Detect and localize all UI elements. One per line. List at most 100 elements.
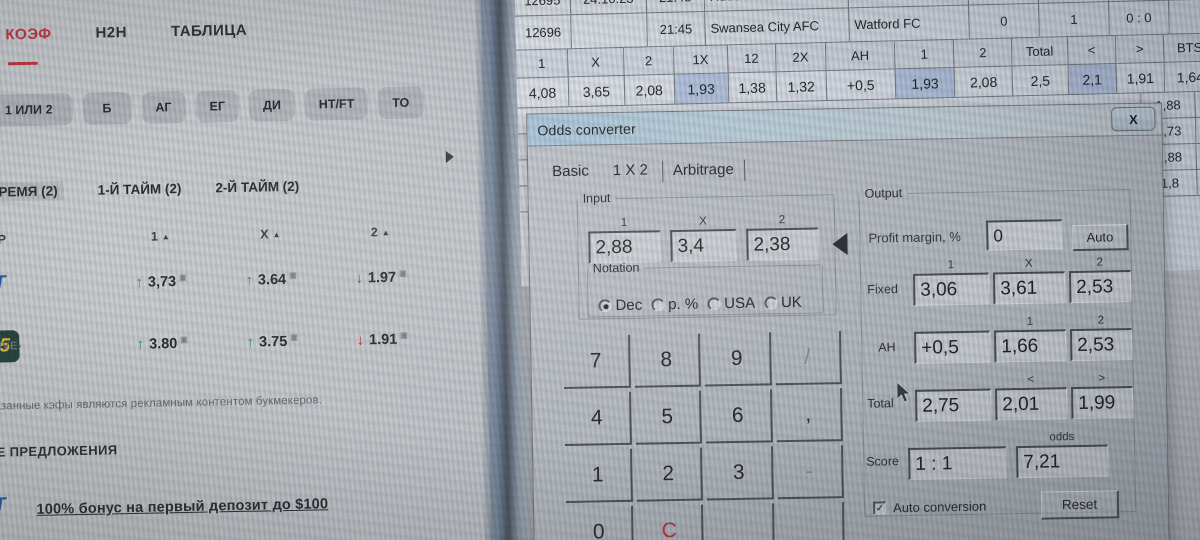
tab-arbitrage[interactable]: Arbitrage	[661, 159, 745, 183]
tab-basic[interactable]: Basic	[552, 162, 589, 181]
odds-header-bts[interactable]: BTS	[1163, 33, 1200, 62]
table-row[interactable]: ↑ 3,73 ▣ ↑ 3.64 ▣ ↓ 1.97 ▣	[0, 268, 456, 294]
promo-offer-link[interactable]: 100% бонус на первый депозит до $100	[36, 496, 329, 518]
apply-arrow-icon[interactable]	[832, 232, 848, 256]
key-5[interactable]: 5	[634, 390, 702, 445]
odds-value-x[interactable]: 3,65	[568, 75, 626, 107]
cell-match-id[interactable]: 12695	[514, 0, 572, 16]
cell-time[interactable]: 21:45	[647, 11, 706, 47]
odds-value-total[interactable]: 2,5	[1012, 65, 1070, 96]
total-odds-over[interactable]: 1,99	[1070, 386, 1134, 420]
key-blank-1[interactable]	[706, 503, 775, 540]
key-1[interactable]: 1	[565, 448, 633, 503]
odds-value-1[interactable]: 4,08	[516, 77, 570, 108]
odds-value-over[interactable]: 1,91	[1116, 62, 1166, 93]
score-odds-value[interactable]: 7,21	[1016, 444, 1109, 479]
key-clear[interactable]: C	[636, 504, 704, 540]
chip-1-or-2[interactable]: 1 ИЛИ 2	[0, 93, 73, 127]
fixed-odds-1[interactable]: 3,06	[912, 272, 990, 306]
radio-notation-dec[interactable]: Dec	[598, 297, 642, 315]
key-blank-2[interactable]	[777, 502, 845, 540]
odds-cell-x[interactable]: ↑ 3.75 ▣	[217, 332, 327, 351]
ah-odds-2[interactable]: 2,53	[1069, 328, 1133, 362]
fixed-odds-2[interactable]: 2,53	[1068, 270, 1132, 304]
odds-header-1[interactable]: 1	[516, 49, 569, 78]
cell-time[interactable]: 21:45	[646, 0, 706, 13]
key-3[interactable]: 3	[705, 446, 774, 501]
odds-value-2[interactable]: 2,08	[624, 74, 676, 105]
radio-notation-usa[interactable]: USA	[707, 295, 755, 313]
odds-header-12[interactable]: 12	[727, 44, 777, 73]
total-line-input[interactable]: 2,75	[915, 388, 992, 422]
tab-koef[interactable]: КОЭФ	[5, 25, 52, 44]
cell-goals-away[interactable]: 1	[1039, 2, 1110, 37]
header-col-x[interactable]: X ▲	[215, 226, 325, 242]
total-odds-under[interactable]: 2,01	[995, 387, 1068, 421]
key-comma[interactable]: ,	[775, 388, 843, 443]
odds-cell-1[interactable]: ↑ 3,73 ▣	[106, 272, 216, 291]
odds-value-bts[interactable]: 1,64	[1164, 61, 1200, 92]
radio-notation-percent[interactable]: p. %	[651, 296, 698, 314]
collapse-arrow-icon[interactable]	[445, 150, 454, 163]
odds-value-ah[interactable]: +0,5	[826, 69, 897, 100]
key-4[interactable]: 4	[564, 391, 632, 446]
chip-to[interactable]: ТО	[377, 86, 424, 120]
input-odds-1[interactable]: 2,88	[588, 230, 661, 264]
odds-value-under[interactable]: 2,1	[1068, 63, 1118, 95]
close-icon[interactable]: X	[1111, 106, 1156, 132]
odds-value-2x[interactable]: 1,32	[776, 71, 828, 102]
chip-htft[interactable]: HT/FT	[304, 87, 369, 121]
cell-date[interactable]	[571, 13, 648, 49]
input-odds-2[interactable]: 2,38	[746, 227, 819, 261]
cell-score[interactable]: 0 : 0	[1108, 0, 1170, 36]
odds-cell-2[interactable]: ↓ 1.97 ▣	[326, 268, 436, 287]
ah-odds-1[interactable]: 1,66	[993, 329, 1067, 363]
chip-di[interactable]: ДИ	[248, 88, 296, 122]
profit-margin-input[interactable]: 0	[986, 219, 1063, 251]
ah-handicap-input[interactable]: +0,5	[914, 330, 991, 364]
chip-b[interactable]: Б	[82, 91, 132, 125]
header-col-2[interactable]: 2 ▲	[325, 224, 435, 240]
odds-header-2x[interactable]: 2X	[775, 43, 827, 72]
odds-value-12[interactable]: 1,38	[728, 72, 778, 103]
odds-header-2[interactable]: 2	[623, 46, 675, 75]
odds-header-1x[interactable]: 1X	[673, 45, 729, 74]
odds-cell-1[interactable]: ↑ 3.80 ▣	[107, 334, 217, 353]
odds-cell-2[interactable]: ↓ 1.91 ▣	[327, 330, 437, 349]
period-tab-fulltime[interactable]: РЕМЯ (2)	[0, 181, 64, 202]
key-6[interactable]: 6	[704, 389, 773, 444]
radio-notation-uk[interactable]: UK	[763, 294, 802, 312]
auto-conversion-checkbox[interactable]: ✓ Auto conversion	[872, 499, 986, 516]
key-0[interactable]: 0	[566, 505, 634, 540]
promo-bookmaker-logo[interactable]: ET	[0, 494, 5, 516]
odds-header-total[interactable]: Total	[1011, 37, 1069, 66]
period-tab-first-half[interactable]: 1-Й ТАЙМ (2)	[97, 181, 182, 198]
cell-match-id[interactable]: 12696	[515, 15, 572, 50]
cell-away-team[interactable]: Watford FC	[849, 5, 970, 42]
tab-1x2[interactable]: 1 X 2	[612, 161, 649, 180]
key-divide[interactable]: /	[774, 331, 842, 386]
odds-value-ah-1[interactable]: 1,93	[895, 67, 956, 99]
odds-value-ah-2[interactable]: 2,08	[954, 66, 1014, 97]
key-minus[interactable]: -	[776, 445, 844, 500]
odds-header-ah-2[interactable]: 2	[954, 38, 1013, 67]
tab-h2h[interactable]: H2H	[95, 24, 128, 42]
tab-tablitsa[interactable]: ТАБЛИЦА	[170, 21, 248, 41]
odds-cell-x[interactable]: ↑ 3.64 ▣	[216, 270, 326, 289]
odds-header-over[interactable]: >	[1115, 34, 1165, 63]
input-odds-x[interactable]: 3,4	[670, 228, 737, 263]
cell-home-team[interactable]: Swansea City AFC	[705, 8, 850, 45]
cell-date[interactable]: 24.10.23	[570, 0, 648, 15]
reset-button[interactable]: Reset	[1040, 490, 1120, 520]
chip-eg[interactable]: ЕГ	[195, 89, 240, 123]
auto-button[interactable]: Auto	[1072, 224, 1129, 252]
key-9[interactable]: 9	[704, 332, 772, 387]
cell-goals-home[interactable]: 0	[969, 3, 1040, 39]
table-row[interactable]: LIVE› ↑ 3.80 ▣ ↑ 3.75 ▣ ↓ 1.91 ▣	[0, 330, 457, 356]
key-2[interactable]: 2	[635, 447, 703, 502]
header-col-1[interactable]: 1 ▲	[105, 228, 215, 244]
key-8[interactable]: 8	[633, 333, 701, 388]
odds-value-1x[interactable]: 1,93	[674, 73, 729, 104]
odds-header-ah[interactable]: AH	[825, 41, 896, 71]
score-input[interactable]: 1 : 1	[908, 446, 1007, 480]
